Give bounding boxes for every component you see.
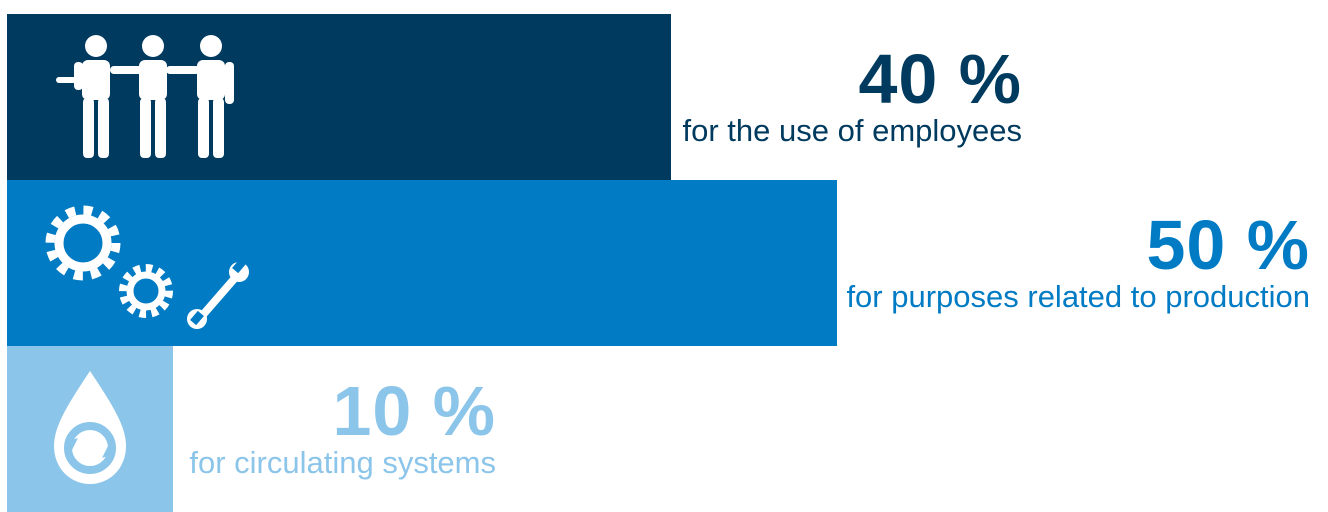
value-label-production: 50 % <box>1146 206 1310 284</box>
label-circulating: 10 % for circulating systems <box>189 346 496 512</box>
gears-wrench-icon <box>0 180 260 346</box>
employees-icon <box>0 14 260 180</box>
label-production: 50 % for purposes related to production <box>846 180 1310 346</box>
chart-row-circulating: 10 % for circulating systems <box>0 346 1328 512</box>
category-label-production: for purposes related to production <box>846 279 1310 314</box>
bar-employees <box>7 14 671 180</box>
bar-production <box>7 180 837 346</box>
water-drop-recycle-icon <box>0 346 260 512</box>
label-employees: 40 % for the use of employees <box>683 14 1022 180</box>
value-label-circulating: 10 % <box>332 372 496 450</box>
value-label-employees: 40 % <box>858 40 1022 118</box>
chart-row-employees: 40 % for the use of employees <box>0 14 1328 180</box>
chart-row-production: 50 % for purposes related to production <box>0 180 1328 346</box>
category-label-circulating: for circulating systems <box>189 445 496 480</box>
category-label-employees: for the use of employees <box>682 113 1022 148</box>
